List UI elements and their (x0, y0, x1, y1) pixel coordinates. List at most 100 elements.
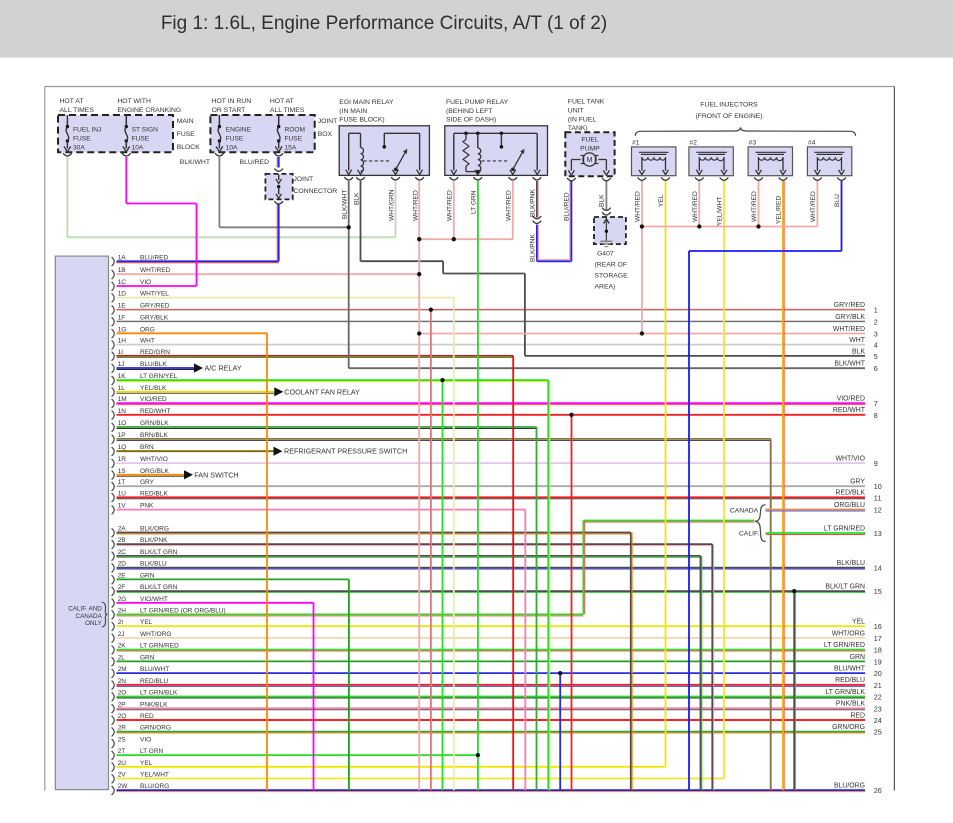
svg-text:1S: 1S (118, 468, 127, 475)
svg-text:FUEL TANK: FUEL TANK (568, 99, 605, 106)
svg-text:WHT/RED: WHT/RED (140, 267, 171, 274)
svg-text:VIO/RED: VIO/RED (140, 396, 167, 403)
svg-text:WHT: WHT (140, 338, 155, 345)
svg-text:1D: 1D (118, 291, 127, 298)
svg-text:21: 21 (874, 681, 882, 690)
svg-text:BLK/PNK: BLK/PNK (530, 234, 537, 262)
svg-text:WHT: WHT (849, 337, 865, 344)
svg-text:2P: 2P (118, 701, 126, 708)
svg-text:26: 26 (874, 786, 882, 795)
svg-text:2O: 2O (118, 690, 127, 697)
svg-text:OR START: OR START (212, 107, 246, 114)
svg-text:PNK/BLK: PNK/BLK (140, 701, 168, 708)
svg-text:GRY/RED: GRY/RED (140, 303, 170, 310)
svg-text:CANADA: CANADA (76, 613, 103, 620)
svg-text:ST SIGN: ST SIGN (132, 127, 158, 134)
svg-text:1: 1 (874, 306, 878, 315)
svg-text:WHT/VIO: WHT/VIO (836, 456, 866, 463)
svg-text:TANK): TANK) (568, 125, 588, 132)
svg-text:2T: 2T (118, 748, 126, 755)
svg-text:BLK: BLK (353, 192, 360, 205)
svg-text:BLK/WHT: BLK/WHT (180, 159, 210, 166)
svg-text:BLK/BLU: BLK/BLU (140, 561, 167, 568)
svg-text:BLU/ORG: BLU/ORG (140, 783, 169, 790)
svg-text:HOT IN RUN: HOT IN RUN (212, 98, 252, 105)
svg-text:LT GRN: LT GRN (471, 190, 478, 214)
svg-text:RED/BLK: RED/BLK (140, 490, 168, 497)
svg-text:BOX: BOX (318, 131, 333, 138)
svg-text:M: M (587, 155, 593, 164)
svg-text:BLK/LT GRN: BLK/LT GRN (140, 584, 178, 591)
svg-text:10A: 10A (132, 145, 144, 152)
svg-text:RED/BLU: RED/BLU (835, 677, 865, 684)
svg-text:BLK: BLK (599, 194, 606, 207)
svg-text:FUSE: FUSE (73, 136, 91, 143)
svg-text:LT GRN/YEL: LT GRN/YEL (140, 373, 178, 380)
svg-text:CALIF. AND: CALIF. AND (68, 606, 102, 613)
svg-text:JOINT: JOINT (294, 176, 314, 183)
svg-text:LT GRN/BLK: LT GRN/BLK (825, 689, 865, 696)
svg-text:WHT/ORG: WHT/ORG (140, 631, 171, 638)
svg-text:15: 15 (874, 587, 882, 596)
svg-text:(IN MAIN: (IN MAIN (339, 108, 367, 115)
svg-text:2N: 2N (118, 678, 127, 685)
svg-text:11: 11 (874, 493, 881, 502)
svg-text:2F: 2F (118, 584, 126, 591)
svg-text:G407: G407 (597, 251, 614, 258)
svg-text:2B: 2B (118, 537, 126, 544)
svg-text:YEL/WHT: YEL/WHT (140, 772, 169, 779)
svg-text:WHT/RED: WHT/RED (447, 190, 454, 221)
svg-text:1L: 1L (118, 385, 126, 392)
svg-text:WHT/VIO: WHT/VIO (140, 456, 168, 463)
svg-text:VIO/RED: VIO/RED (837, 396, 865, 403)
svg-text:#2: #2 (689, 140, 697, 147)
svg-text:FUSE: FUSE (226, 136, 244, 143)
svg-text:HOT AT: HOT AT (60, 98, 84, 105)
svg-text:1R: 1R (118, 456, 127, 463)
svg-text:WHT/GRN: WHT/GRN (388, 189, 395, 221)
svg-text:23: 23 (874, 704, 882, 713)
svg-text:10A: 10A (226, 145, 238, 152)
svg-text:LT GRN/RED: LT GRN/RED (824, 525, 865, 532)
svg-text:ROOM: ROOM (285, 127, 306, 134)
svg-text:1M: 1M (118, 396, 127, 403)
svg-text:LT GRN/BLK: LT GRN/BLK (140, 690, 178, 697)
svg-text:BLK/PNK: BLK/PNK (140, 537, 168, 544)
svg-text:A/C RELAY: A/C RELAY (205, 364, 242, 373)
svg-text:RED/GRN: RED/GRN (140, 349, 170, 356)
svg-text:(IN FUEL: (IN FUEL (568, 117, 597, 124)
svg-text:CALIF.: CALIF. (739, 531, 760, 538)
svg-text:ORG/BLK: ORG/BLK (140, 468, 170, 475)
svg-text:WHT/RED: WHT/RED (506, 190, 513, 221)
svg-text:30A: 30A (73, 145, 85, 152)
svg-text:FUSE: FUSE (285, 136, 303, 143)
svg-text:FUSE: FUSE (132, 136, 150, 143)
svg-text:FUSE: FUSE (177, 131, 196, 138)
svg-text:6: 6 (874, 364, 878, 373)
svg-text:2R: 2R (118, 725, 127, 732)
svg-text:LT GRN/RED (OR ORG/BLU): LT GRN/RED (OR ORG/BLU) (140, 607, 226, 614)
svg-text:BLU/ORG: BLU/ORG (834, 783, 865, 790)
svg-text:1J: 1J (118, 361, 125, 368)
svg-text:#4: #4 (808, 140, 816, 147)
svg-text:2: 2 (874, 317, 878, 326)
svg-text:WHT/RED: WHT/RED (692, 191, 699, 222)
svg-text:RED: RED (140, 713, 154, 720)
svg-text:JOINT: JOINT (318, 118, 338, 125)
svg-text:WHT/RED: WHT/RED (751, 191, 758, 222)
svg-text:GRN: GRN (850, 654, 865, 661)
svg-text:GRN: GRN (140, 572, 155, 579)
svg-text:2C: 2C (118, 549, 127, 556)
svg-text:PNK/BLK: PNK/BLK (836, 701, 866, 708)
svg-text:REFRIGERANT PRESSURE SWITCH: REFRIGERANT PRESSURE SWITCH (284, 447, 407, 456)
svg-text:2K: 2K (118, 643, 127, 650)
svg-text:RED/BLU: RED/BLU (140, 678, 168, 685)
svg-text:2H: 2H (118, 607, 127, 614)
svg-text:25: 25 (874, 728, 882, 737)
svg-text:YEL: YEL (140, 619, 153, 626)
svg-text:16: 16 (874, 622, 882, 631)
svg-text:GRY/RED: GRY/RED (834, 302, 865, 309)
svg-text:MAIN: MAIN (177, 118, 194, 125)
svg-text:2V: 2V (118, 772, 127, 779)
svg-text:1K: 1K (118, 373, 127, 380)
